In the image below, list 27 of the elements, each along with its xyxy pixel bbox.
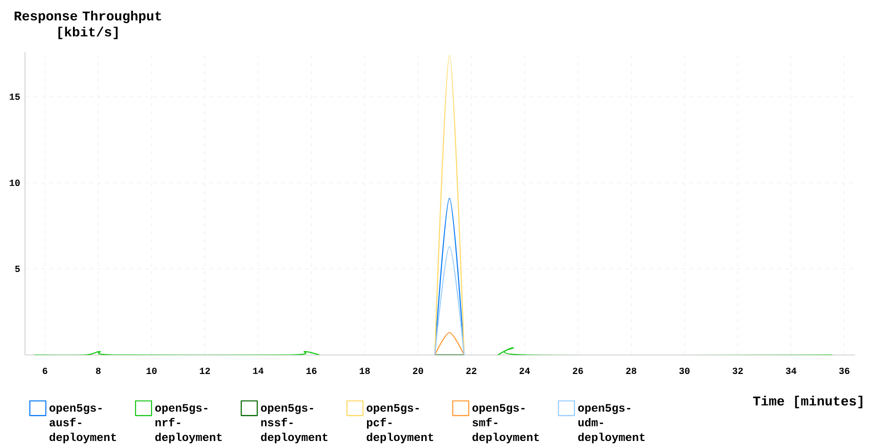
x-tick-label: 30: [679, 368, 690, 374]
x-axis-title: Time [minutes]: [753, 396, 862, 408]
x-tick-label: 14: [253, 368, 264, 374]
x-tick-label: 32: [732, 368, 743, 374]
legend-label: open5gs-nssf-deployment: [260, 404, 328, 444]
x-tick-label: 12: [200, 368, 210, 374]
legend-label: open5gs-udm-deployment: [578, 404, 645, 444]
x-tick-label: 28: [626, 368, 636, 374]
x-tick-label: 22: [466, 368, 476, 374]
x-tick-label: 6: [42, 368, 48, 374]
legend-label: open5gs-nrf-deployment: [155, 404, 222, 444]
legend-label: open5gs-ausf-deployment: [50, 404, 116, 444]
x-tick-label: 36: [839, 368, 850, 374]
y-tick-label: 15: [10, 94, 20, 100]
x-tick-label: 34: [786, 368, 796, 374]
x-tick-label: 26: [572, 368, 583, 374]
y-tick-label: 5: [15, 266, 20, 272]
x-tick-label: 16: [306, 368, 317, 374]
y-axis-title: Response Throughput [kbit/s]: [14, 10, 161, 40]
x-tick-label: 20: [412, 368, 424, 374]
legend-label: open5gs-smf-deployment: [472, 404, 539, 444]
legend-label: open5gs-pcf-deployment: [366, 404, 434, 444]
x-tick-label: 10: [146, 368, 157, 374]
y-tick-label: 10: [10, 180, 20, 186]
x-tick-label: 24: [520, 368, 530, 374]
x-tick-label: 8: [96, 368, 101, 374]
x-tick-label: 18: [360, 368, 370, 374]
